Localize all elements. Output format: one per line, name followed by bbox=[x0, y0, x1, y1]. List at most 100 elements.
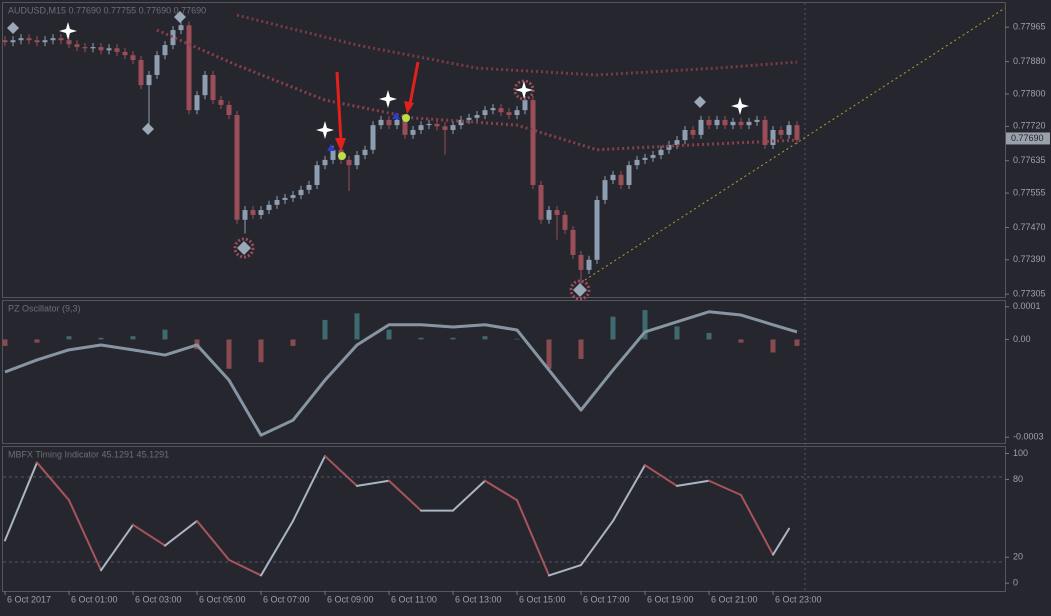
candle-body bbox=[226, 104, 232, 116]
candle-body bbox=[626, 165, 632, 185]
candle-body bbox=[138, 60, 144, 86]
histogram-bar bbox=[482, 336, 488, 340]
candle-body bbox=[218, 100, 224, 105]
candle-body bbox=[290, 195, 296, 198]
candle-body bbox=[346, 159, 352, 166]
timing-segment bbox=[356, 479, 390, 487]
candle-body bbox=[698, 119, 704, 135]
candle-body bbox=[442, 126, 448, 130]
candle-body bbox=[498, 108, 504, 113]
candle-body bbox=[370, 125, 376, 150]
x-tick-label: 6 Oct 11:00 bbox=[391, 594, 437, 604]
candle-body bbox=[50, 38, 56, 41]
star-signal bbox=[59, 22, 77, 40]
histogram-bar bbox=[418, 337, 424, 340]
candle-body bbox=[730, 121, 736, 126]
diamond-signal bbox=[7, 22, 19, 34]
diamond-signal bbox=[573, 283, 587, 297]
histogram-bar bbox=[578, 339, 584, 359]
histogram-bar bbox=[354, 313, 360, 340]
y-tick-label: 0.77880 bbox=[1013, 56, 1046, 66]
candle-body bbox=[562, 214, 568, 230]
candle-body bbox=[546, 210, 552, 220]
candle-body bbox=[770, 129, 776, 145]
timing-segment bbox=[36, 461, 70, 502]
histogram-bar bbox=[546, 339, 552, 369]
histogram-bar bbox=[386, 329, 392, 340]
smiley-signal bbox=[402, 114, 410, 122]
candle-body bbox=[250, 210, 256, 215]
candle-body bbox=[202, 74, 208, 96]
candle-body bbox=[610, 174, 616, 181]
annotation-arrowhead bbox=[404, 101, 414, 114]
histogram-bar bbox=[794, 339, 800, 346]
timing-segment bbox=[4, 461, 38, 542]
candle-body bbox=[258, 210, 264, 215]
candle-body bbox=[426, 123, 432, 126]
candle-body bbox=[786, 125, 792, 135]
diamond-signal bbox=[174, 11, 186, 23]
y-tick-label: 0.77635 bbox=[1013, 155, 1046, 165]
timing-segment bbox=[740, 494, 774, 556]
timing-segment bbox=[324, 455, 358, 487]
histogram-bar bbox=[162, 329, 168, 340]
histogram-bar bbox=[130, 336, 136, 340]
candle-body bbox=[154, 55, 160, 75]
candle-body bbox=[162, 45, 168, 56]
candle-body bbox=[578, 254, 584, 270]
candle-body bbox=[178, 25, 184, 31]
candle-body bbox=[690, 129, 696, 135]
y-tick-label: 0.77720 bbox=[1013, 121, 1046, 131]
candle-body bbox=[522, 100, 528, 111]
histogram-bar bbox=[258, 339, 264, 363]
timing-segment bbox=[452, 479, 486, 512]
arrow-signal bbox=[327, 144, 335, 151]
marks: AUDUSD,M15 0.77690 0.77755 0.77690 0.776… bbox=[2, 5, 1050, 604]
candle-body bbox=[10, 40, 16, 43]
candle-body bbox=[466, 117, 472, 120]
candle-body bbox=[794, 125, 800, 141]
candle-body bbox=[746, 121, 752, 126]
candle-body bbox=[114, 48, 120, 52]
y-tick-label: 80 bbox=[1013, 474, 1023, 484]
candle-body bbox=[66, 40, 72, 45]
candle-body bbox=[450, 125, 456, 130]
candle-body bbox=[362, 149, 368, 156]
candle-body bbox=[298, 189, 304, 196]
histogram-bar bbox=[706, 332, 712, 340]
candle-body bbox=[778, 129, 784, 135]
x-tick-label: 6 Oct 09:00 bbox=[327, 594, 374, 604]
candle-body bbox=[106, 48, 112, 51]
histogram-bar bbox=[226, 339, 232, 369]
timing-segment bbox=[292, 455, 326, 522]
x-tick-label: 6 Oct 13:00 bbox=[455, 594, 502, 604]
candle-body bbox=[58, 38, 64, 41]
star-signal bbox=[515, 81, 533, 99]
y-tick-label: -0.0003 bbox=[1013, 432, 1044, 442]
y-tick-label: 0.77555 bbox=[1013, 187, 1046, 197]
moving-average bbox=[236, 13, 798, 77]
y-tick-label: 100 bbox=[1013, 448, 1028, 458]
diamond-signal bbox=[694, 96, 706, 108]
candle-body bbox=[82, 47, 88, 49]
y-tick-label: 0.0001 bbox=[1013, 301, 1041, 311]
timing-segment bbox=[548, 564, 582, 577]
last-price-label: 0.77690 bbox=[1011, 133, 1044, 143]
oscillator-panel-frame bbox=[2, 300, 1006, 444]
timing-segment bbox=[708, 479, 742, 496]
histogram-bar bbox=[514, 338, 520, 340]
candle-body bbox=[74, 44, 80, 48]
candle-body bbox=[634, 159, 640, 166]
last-price-box bbox=[1006, 132, 1050, 145]
candle-body bbox=[146, 74, 152, 86]
timing-segment bbox=[196, 519, 230, 561]
candle-body bbox=[386, 119, 392, 126]
candle-body bbox=[586, 259, 592, 270]
candle-body bbox=[602, 180, 608, 200]
candle-body bbox=[2, 40, 8, 43]
x-tick-label: 6 Oct 03:00 bbox=[135, 594, 182, 604]
star-signal bbox=[316, 121, 334, 139]
candle-body bbox=[706, 119, 712, 126]
candle-body bbox=[122, 51, 128, 56]
candle-body bbox=[722, 119, 728, 126]
